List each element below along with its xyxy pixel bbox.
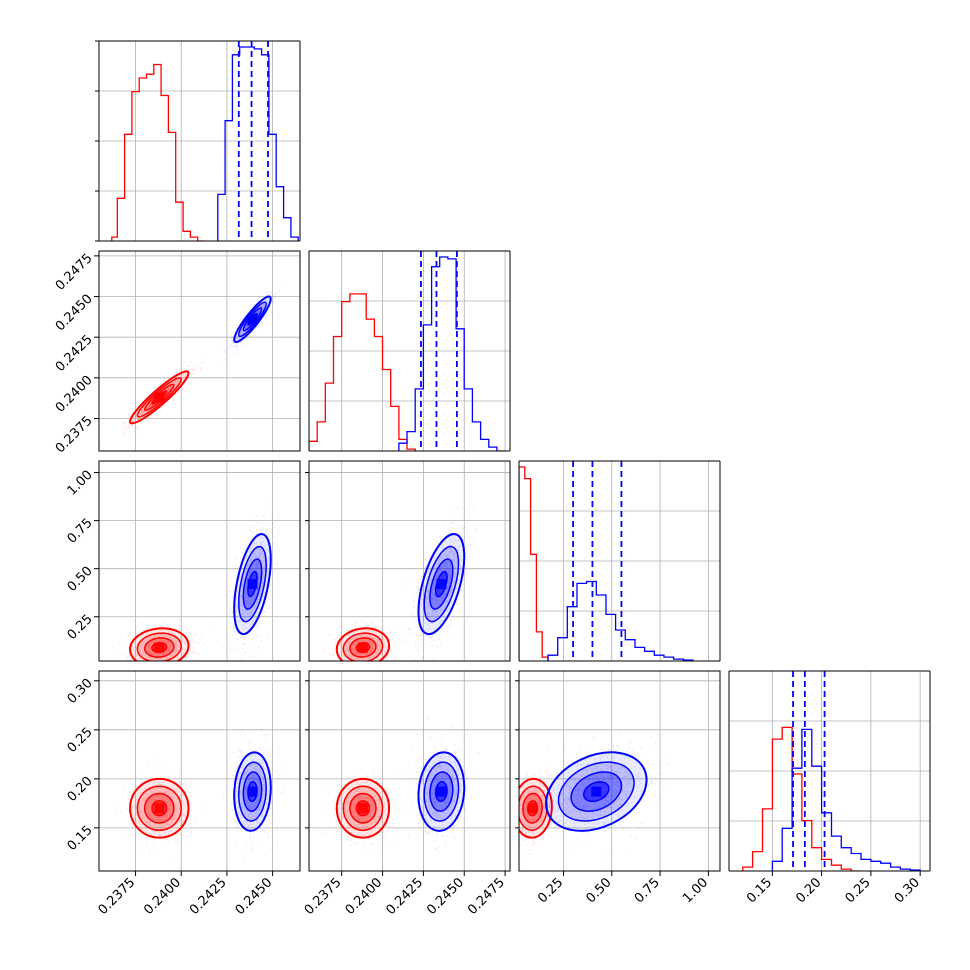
panel-frame [98,670,301,872]
y-tick-label: 0.2425 [53,332,96,375]
y-tick-label: 0.25 [65,725,96,756]
y-tick-label: 0.2450 [53,292,96,335]
panel-content [112,500,278,661]
y-tick-label: 0.50 [65,564,96,595]
scatter-points-red [112,618,214,661]
density-peak-blue [247,786,258,797]
diag-panel-3 [728,670,931,872]
panel-content [322,505,477,661]
y-tick-label: 0.30 [65,676,96,707]
density-peak-red [154,642,165,653]
histogram-blue [771,728,921,871]
density-peak-blue [436,786,447,797]
panel-frame [308,670,511,872]
x-tick-label: 0.25 [535,875,566,906]
x-tick-label: 0.20 [793,875,824,906]
panel-frame [308,460,511,662]
panel-3-1 [308,670,511,872]
histogram-blue [217,46,299,241]
panel-1-0 [98,250,301,452]
hist-content [111,41,299,241]
density-peak-red [357,642,368,653]
panel-content [115,728,284,860]
x-tick-label: 0.2400 [343,875,386,918]
histogram-red [742,726,861,871]
x-tick-label: 0.2450 [233,875,276,918]
x-tick-label: 0.2425 [383,875,426,918]
panel-2-0 [98,460,301,662]
density-peak-blue [247,314,258,325]
scatter-points-red [322,618,407,661]
y-tick-label: 0.2475 [53,251,96,294]
density-peak-red [527,803,538,814]
panel-content [519,733,669,865]
density-peak-blue [591,786,602,797]
diag-panel-2 [518,460,721,662]
histogram-red [519,466,549,661]
panel-3-0 [98,670,301,872]
density-peak-red [154,803,165,814]
panel-content [320,718,480,853]
x-tick-label: 0.2400 [141,875,184,918]
x-tick-label: 0.30 [892,875,923,906]
panel-content [100,284,283,446]
histogram-red [111,63,205,241]
scatter-points-blue [404,505,477,661]
histogram-blue [398,256,506,451]
y-tick-label: 0.25 [65,612,96,643]
panel-2-1 [308,460,511,662]
panel-frame [98,460,301,662]
y-tick-label: 1.00 [65,468,96,499]
y-tick-label: 0.20 [65,774,96,805]
hist-content [742,671,921,871]
x-tick-label: 0.2475 [465,875,508,918]
panel-frame [518,670,721,872]
scatter-points-red [519,769,563,865]
y-tick-label: 0.2400 [53,373,96,416]
x-tick-label: 0.2425 [187,875,230,918]
x-tick-label: 0.75 [632,875,663,906]
y-tick-label: 0.75 [65,516,96,547]
panel-frame [98,250,301,452]
histogram-red [309,293,416,451]
x-tick-label: 0.2375 [302,875,345,918]
histogram-blue [547,580,694,661]
x-tick-label: 0.25 [843,875,874,906]
panel-3-2 [518,670,721,872]
diag-panel-0 [95,40,301,242]
y-tick-label: 0.15 [65,823,96,854]
density-peak-red [154,392,165,403]
hist-content [309,251,506,451]
density-peak-blue [436,579,447,590]
y-tick-label: 0.2375 [53,414,96,457]
density-peak-red [357,803,368,814]
x-tick-label: 0.50 [584,875,615,906]
x-tick-label: 1.00 [680,875,711,906]
diag-panel-1 [308,250,511,452]
density-peak-blue [247,579,258,590]
x-tick-label: 0.15 [744,875,775,906]
hist-content [519,461,694,661]
x-tick-label: 0.2375 [96,875,139,918]
x-tick-label: 0.2450 [424,875,467,918]
